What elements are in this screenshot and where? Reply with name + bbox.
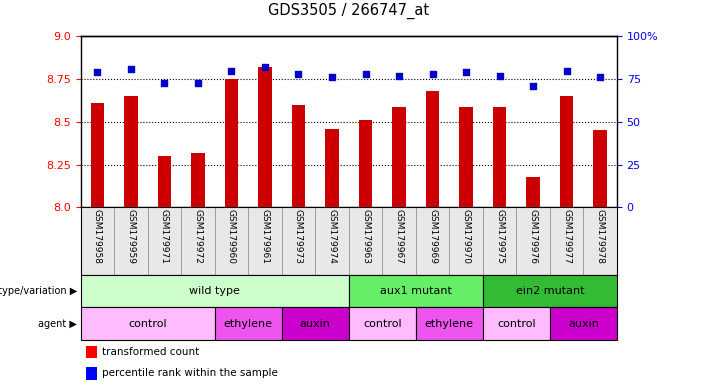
Bar	[282, 307, 349, 340]
Bar	[90, 103, 104, 207]
Text: GSM179972: GSM179972	[193, 209, 203, 264]
Bar	[158, 156, 171, 207]
Text: auxin: auxin	[300, 318, 331, 329]
Bar	[560, 96, 573, 207]
Text: GSM179969: GSM179969	[428, 209, 437, 264]
Bar	[526, 177, 540, 207]
Bar	[349, 275, 483, 307]
Text: GSM179977: GSM179977	[562, 209, 571, 264]
Point	[360, 71, 371, 77]
Text: GSM179978: GSM179978	[596, 209, 605, 264]
Text: transformed count: transformed count	[102, 347, 199, 357]
Bar	[124, 96, 137, 207]
Bar	[483, 307, 550, 340]
Text: GSM179967: GSM179967	[395, 209, 404, 264]
Bar	[459, 106, 472, 207]
Text: ein2 mutant: ein2 mutant	[516, 286, 584, 296]
Text: control: control	[497, 318, 536, 329]
Text: GSM179959: GSM179959	[126, 209, 135, 264]
Bar	[191, 153, 205, 207]
Text: ethylene: ethylene	[425, 318, 474, 329]
Text: GSM179961: GSM179961	[261, 209, 269, 264]
Point	[192, 79, 203, 86]
Text: GSM179973: GSM179973	[294, 209, 303, 264]
Text: GSM179976: GSM179976	[529, 209, 538, 264]
Bar	[81, 275, 349, 307]
Bar	[359, 120, 372, 207]
Bar	[225, 79, 238, 207]
Bar	[393, 106, 406, 207]
Bar	[349, 307, 416, 340]
Bar	[81, 307, 215, 340]
Point	[293, 71, 304, 77]
Text: ethylene: ethylene	[224, 318, 273, 329]
Point	[494, 73, 505, 79]
Bar	[86, 367, 97, 379]
Text: GSM179958: GSM179958	[93, 209, 102, 264]
Bar	[416, 307, 483, 340]
Text: GSM179971: GSM179971	[160, 209, 169, 264]
Point	[527, 83, 538, 89]
Bar	[550, 307, 617, 340]
Text: GSM179970: GSM179970	[461, 209, 470, 264]
Bar	[86, 346, 97, 358]
Bar	[493, 106, 506, 207]
Text: GSM179975: GSM179975	[495, 209, 504, 264]
Point	[259, 64, 271, 70]
Point	[327, 74, 338, 81]
Text: auxin: auxin	[568, 318, 599, 329]
Point	[393, 73, 404, 79]
Text: GDS3505 / 266747_at: GDS3505 / 266747_at	[268, 3, 429, 19]
Point	[461, 69, 472, 75]
Point	[125, 66, 137, 72]
Text: aux1 mutant: aux1 mutant	[380, 286, 451, 296]
Text: GSM179974: GSM179974	[327, 209, 336, 264]
Text: percentile rank within the sample: percentile rank within the sample	[102, 368, 278, 378]
Point	[594, 74, 606, 81]
Text: control: control	[363, 318, 402, 329]
Bar	[292, 105, 305, 207]
Bar	[325, 129, 339, 207]
Point	[92, 69, 103, 75]
Text: genotype/variation ▶: genotype/variation ▶	[0, 286, 77, 296]
Text: GSM179960: GSM179960	[227, 209, 236, 264]
Bar	[215, 307, 282, 340]
Point	[427, 71, 438, 77]
Text: GSM179963: GSM179963	[361, 209, 370, 264]
Text: wild type: wild type	[189, 286, 240, 296]
Bar	[594, 131, 607, 207]
Text: control: control	[128, 318, 167, 329]
Bar	[483, 275, 617, 307]
Text: agent ▶: agent ▶	[39, 318, 77, 329]
Point	[561, 68, 572, 74]
Bar	[426, 91, 440, 207]
Bar	[258, 67, 272, 207]
Point	[159, 79, 170, 86]
Point	[226, 68, 237, 74]
